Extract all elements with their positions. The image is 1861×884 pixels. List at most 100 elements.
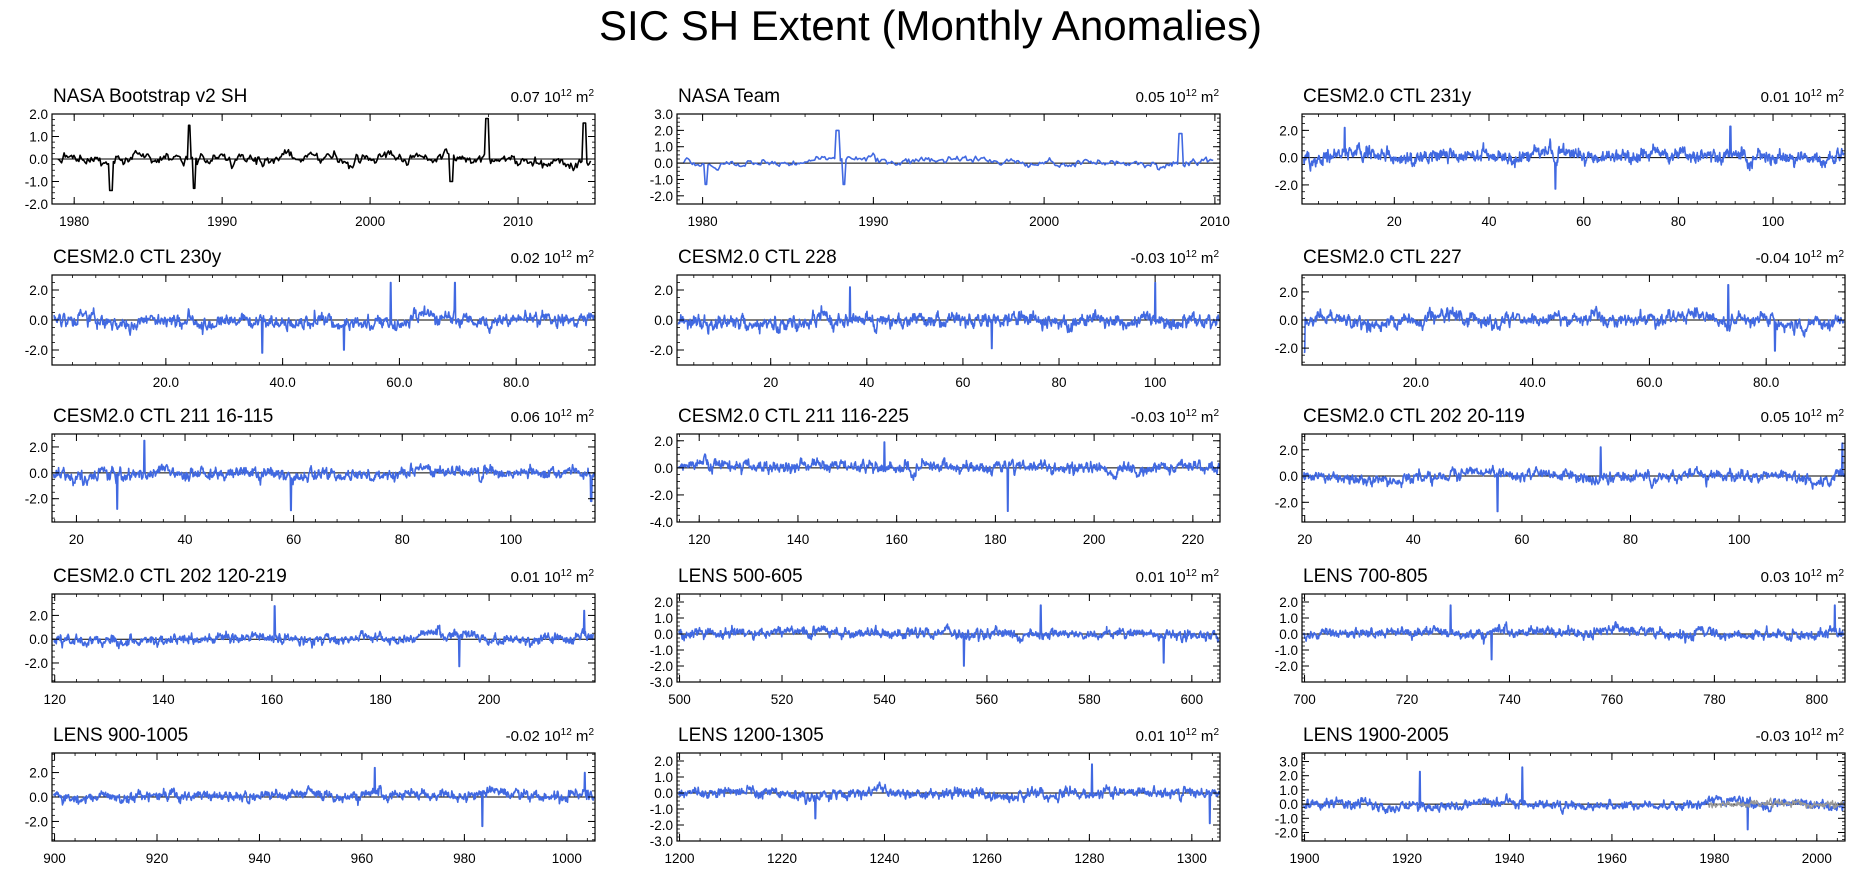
x-tick-label: 1920 [1392, 851, 1422, 866]
y-tick-label: 2.0 [654, 434, 673, 449]
x-tick-label: 980 [453, 851, 476, 866]
panel-14: LENS 1200-1305 0.01 1012 m2 -3.0-2.0-1.00.… [650, 725, 1221, 866]
x-tick-label: 100 [1728, 532, 1751, 547]
y-tick-label: -1.0 [1275, 643, 1298, 658]
y-tick-label: 1.0 [654, 140, 673, 155]
x-tick-label: 1980 [59, 214, 89, 229]
x-tick-label: 220 [1182, 532, 1205, 547]
panel-mean-label: -0.02 1012 m2 [506, 727, 595, 745]
x-tick-label: 140 [152, 692, 175, 707]
panel-title: CESM2.0 CTL 211 16-115 [53, 406, 273, 427]
panel-15: LENS 1900-2005 -0.03 1012 m2 -2.0-1.00.01.… [1275, 725, 1846, 866]
y-tick-label: 0.0 [29, 152, 48, 167]
x-tick-label: 20 [69, 532, 84, 547]
y-tick-label: 1.0 [654, 770, 673, 785]
panel-title: CESM2.0 CTL 211 116-225 [678, 406, 909, 427]
series-line-1 [683, 129, 1214, 186]
panel-mean-label: 0.01 1012 m2 [1136, 568, 1220, 586]
y-tick-label: 0.0 [29, 313, 48, 328]
x-tick-label: 1280 [1074, 851, 1104, 866]
x-tick-label: 60 [286, 532, 301, 547]
y-tick-label: 2.0 [29, 440, 48, 455]
x-tick-label: 40.0 [1519, 375, 1545, 390]
y-tick-label: -1.0 [650, 802, 673, 817]
y-tick-label: -2.0 [1275, 659, 1298, 674]
panel-title: LENS 1900-2005 [1303, 725, 1449, 746]
panel-8: CESM2.0 CTL 211 116-225 -0.03 1012 m2 -4.0… [650, 406, 1221, 547]
x-tick-label: 2010 [1200, 214, 1230, 229]
panel-title: LENS 700-805 [1303, 566, 1428, 587]
x-tick-label: 60.0 [1636, 375, 1662, 390]
panel-frame [51, 433, 596, 523]
y-tick-label: -2.0 [1275, 825, 1298, 840]
y-tick-label: 0.0 [1279, 469, 1298, 484]
y-tick-label: 0.0 [654, 156, 673, 171]
y-tick-label: 2.0 [654, 283, 673, 298]
y-tick-label: -2.0 [25, 492, 48, 507]
x-tick-label: 2000 [1029, 214, 1059, 229]
y-tick-label: 1.0 [1279, 611, 1298, 626]
x-tick-label: 1220 [767, 851, 797, 866]
y-tick-label: 0.0 [29, 632, 48, 647]
x-tick-label: 800 [1806, 692, 1829, 707]
x-tick-label: 760 [1601, 692, 1624, 707]
x-tick-label: 80 [395, 532, 410, 547]
panel-9: CESM2.0 CTL 202 20-119 0.05 1012 m2 -2.0 0.… [1275, 406, 1846, 547]
x-tick-label: 740 [1498, 692, 1521, 707]
x-tick-label: 100 [1762, 214, 1785, 229]
series-line-1 [53, 605, 595, 668]
x-tick-label: 700 [1293, 692, 1316, 707]
x-tick-label: 160 [261, 692, 284, 707]
y-tick-label: 3.0 [654, 107, 673, 122]
x-tick-label: 920 [146, 851, 169, 866]
x-tick-label: 1300 [1177, 851, 1207, 866]
y-tick-label: -1.0 [650, 643, 673, 658]
series-line-1 [677, 763, 1220, 825]
x-tick-label: 40 [178, 532, 193, 547]
x-tick-label: 40 [859, 375, 874, 390]
x-tick-label: 1940 [1494, 851, 1524, 866]
panel-5: CESM2.0 CTL 228 -0.03 1012 m2 -2.0 0.0 2.0 20… [650, 247, 1221, 390]
y-tick-label: 2.0 [1279, 285, 1298, 300]
panel-title: NASA Team [678, 86, 780, 107]
panel-title: NASA Bootstrap v2 SH [53, 86, 247, 107]
y-tick-label: -2.0 [650, 488, 673, 503]
panel-mean-label: 0.05 1012 m2 [1761, 408, 1845, 426]
y-tick-label: 0.0 [1279, 797, 1298, 812]
panel-2: NASA Team 0.05 1012 m2 -2.0 -1.00.01.0 2.03.… [650, 86, 1230, 229]
y-tick-label: 1.0 [1279, 783, 1298, 798]
y-tick-label: 2.0 [1279, 769, 1298, 784]
panel-frame [51, 593, 596, 683]
panel-mean-label: 0.07 1012 m2 [511, 88, 595, 106]
x-tick-label: 900 [43, 851, 66, 866]
x-tick-label: 40 [1481, 214, 1496, 229]
panel-mean-label: -0.03 1012 m2 [1756, 727, 1845, 745]
x-tick-label: 160 [885, 532, 908, 547]
x-tick-label: 60 [1514, 532, 1529, 547]
panel-10: CESM2.0 CTL 202 120-219 0.01 1012 m2 -2.0 0… [25, 566, 596, 707]
y-tick-label: 2.0 [29, 107, 48, 122]
y-tick-label: -2.0 [650, 659, 673, 674]
series-line-1 [1302, 766, 1845, 831]
y-tick-label: -4.0 [650, 515, 673, 530]
x-tick-label: 940 [248, 851, 271, 866]
panel-frame [1301, 433, 1846, 523]
panel-title: LENS 500-605 [678, 566, 803, 587]
series-line-1 [1303, 125, 1845, 190]
series-line-1 [53, 281, 595, 354]
y-tick-label: -2.0 [25, 814, 48, 829]
x-tick-label: 20 [763, 375, 778, 390]
x-tick-label: 580 [1078, 692, 1101, 707]
y-tick-label: 0.0 [29, 466, 48, 481]
y-tick-label: 0.0 [29, 790, 48, 805]
y-tick-label: 2.0 [654, 123, 673, 138]
y-tick-label: -2.0 [1275, 495, 1298, 510]
panel-title: CESM2.0 CTL 230y [53, 247, 222, 268]
figure-title: SIC SH Extent (Monthly Anomalies) [599, 2, 1262, 49]
y-tick-label: -3.0 [650, 834, 673, 849]
y-tick-label: 2.0 [654, 754, 673, 769]
y-tick-label: -2.0 [650, 189, 673, 204]
series-line-1 [678, 604, 1220, 667]
x-tick-label: 540 [873, 692, 896, 707]
